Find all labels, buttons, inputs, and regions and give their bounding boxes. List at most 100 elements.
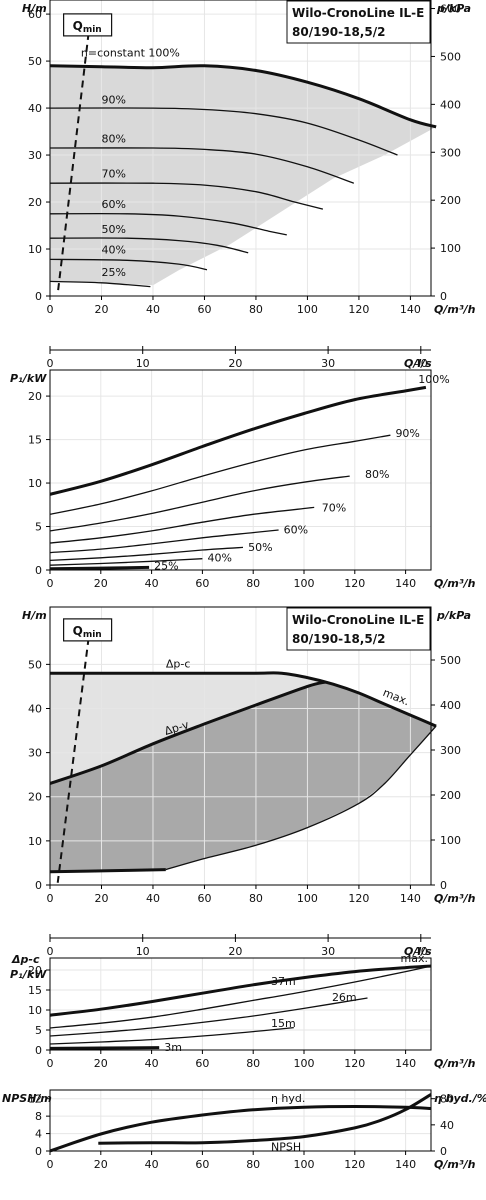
chart-hq-dp-subtitle: 80/190-18,5/2 (292, 632, 385, 646)
axis-ql-top-tick-label: 30 (321, 357, 335, 370)
chart-hq-speed-series-label: 60% (101, 198, 125, 211)
chart-p1-dp-tick-label-x: 20 (94, 1057, 108, 1070)
axis-ql-top-tick-label: 40 (414, 357, 428, 370)
chart-hq-dp-tick-label-x: 80 (249, 892, 263, 905)
chart-p1-speed-series-40 (49, 558, 203, 566)
chart-hq-dp-y2label: p/kPa (436, 609, 471, 622)
chart-hq-speed-series-label: n=constant 100% (81, 46, 180, 59)
chart-hq-dp-tick-label-y: 0 (35, 879, 42, 892)
axis-ql-bottom-tick-label: 10 (136, 945, 150, 958)
chart-p1-speed-tick-label-x: 120 (344, 577, 365, 590)
chart-p1-speed-ylabel: P₁/kW (10, 372, 47, 385)
chart-p1-dp-xlabel: Q/m³/h (434, 1057, 476, 1070)
chart-p1-dp-tick-label-x: 120 (344, 1057, 365, 1070)
chart-hq-speed-title: Wilo-CronoLine IL-E (292, 6, 424, 20)
chart-p1-dp-tick-label-y: 0 (35, 1044, 42, 1057)
chart-hq-dp-min-curve (49, 868, 166, 874)
chart-hq-speed-tick-label-y: 30 (28, 149, 42, 162)
chart-p1-speed-series-80 (49, 475, 350, 532)
chart-hq-dp-tick-label-y: 10 (28, 835, 42, 848)
chart-hq-speed-tick-label-x: 140 (400, 303, 421, 316)
chart-hq-dp-title-box (286, 607, 431, 651)
chart-hq-speed-series-label: 40% (101, 244, 125, 257)
chart-hq-dp-tick-label-y: 50 (28, 658, 42, 671)
axis-ql-top-xlabel: Q/l/s (404, 357, 432, 370)
chart-p1-dp-tick-label-y: 10 (28, 1004, 42, 1017)
chart-p1-dp-series-label: 37m (271, 975, 296, 988)
chart-hq-dp-tick-label-x: 40 (146, 892, 160, 905)
chart-p1-dp-tick-label-x: 0 (47, 1057, 54, 1070)
chart-p1-dp-series-label: max. (401, 952, 428, 965)
chart-npsh-eta-tick-label-x: 80 (246, 1158, 260, 1171)
chart-hq-dp-tick-label-y2: 400 (440, 699, 461, 712)
chart-hq-speed-series-50 (49, 237, 249, 254)
chart-p1-dp-tick-label-y: 15 (28, 984, 42, 997)
chart-p1-speed-tick-label-y: 15 (28, 434, 42, 447)
chart-hq-speed-series-label: 70% (101, 168, 125, 181)
chart-hq-speed-qmin-subscript: min (83, 25, 102, 35)
chart-hq-dp-tick-label-x: 0 (47, 892, 54, 905)
chart-hq-speed-qmin-line (56, 32, 90, 294)
chart-hq-speed-series-80 (49, 147, 355, 184)
chart-hq-speed-tick-label-x: 100 (297, 303, 318, 316)
axis-ql-top-tick-label: 20 (228, 357, 242, 370)
chart-p1-speed-xlabel: Q/m³/h (434, 577, 476, 590)
chart-p1-dp-tick-label-x: 140 (395, 1057, 416, 1070)
chart-hq-dp-title: Wilo-CronoLine IL-E (292, 613, 424, 627)
chart-hq-speed-tick-label-x: 40 (146, 303, 160, 316)
chart-hq-dp-tick-label-y: 30 (28, 747, 42, 760)
chart-hq-speed-tick-label-y: 0 (35, 290, 42, 303)
chart-p1-speed-series-label: 90% (395, 427, 419, 440)
chart-p1-dp-series-label: 15m (271, 1017, 296, 1030)
chart-hq-dp-tick-label-y2: 0 (440, 879, 447, 892)
chart-hq-speed-tick-label-y2: 0 (440, 290, 447, 303)
chart-p1-dp-ylabel2: P₁/kW (10, 968, 47, 981)
chart-p1-dp-series-max (49, 964, 432, 1017)
axis-ql-top-tick-label: 10 (136, 357, 150, 370)
chart-hq-dp-tick-label-y: 40 (28, 702, 42, 715)
chart-hq-dp-tick-label-y2: 300 (440, 744, 461, 757)
chart-p1-speed-series-label: 25% (154, 560, 178, 573)
chart-npsh-eta-tick-label-y2: 0 (440, 1145, 447, 1158)
chart-hq-dp-tick-label-y2: 200 (440, 789, 461, 802)
chart-hq-speed-series-label: 50% (101, 223, 125, 236)
chart-hq-speed-tick-label-y2: 100 (440, 242, 461, 255)
chart-hq-speed-xlabel: Q/m³/h (434, 303, 476, 316)
chart-hq-dp-dpv-right-edge (165, 725, 437, 871)
chart-p1-speed-series-label: 60% (284, 523, 308, 536)
chart-p1-speed-series-100 (49, 385, 427, 496)
chart-p1-speed-tick-label-x: 40 (145, 577, 159, 590)
chart-p1-speed-tick-label-y: 0 (35, 564, 42, 577)
chart-hq-speed-tick-label-y2: 600 (440, 3, 461, 16)
axis-ql-top-tick-label: 0 (47, 357, 54, 370)
chart-hq-speed-tick-label-y: 50 (28, 55, 42, 68)
chart-p1-speed-tick-label-x: 20 (94, 577, 108, 590)
axis-ql-bottom-tick-label: 30 (321, 945, 335, 958)
chart-hq-speed-tick-label-x: 0 (47, 303, 54, 316)
chart-hq-dp-tick-label-y: 20 (28, 791, 42, 804)
chart-p1-speed-tick-label-x: 140 (395, 577, 416, 590)
chart-p1-dp-series-26m (49, 997, 368, 1037)
axis-ql-bottom-tick-label: 0 (47, 945, 54, 958)
chart-hq-speed-series-label: 80% (101, 132, 125, 145)
chart-hq-speed-series-60 (49, 212, 287, 236)
chart-npsh-eta-tick-label-y: 12 (28, 1093, 42, 1106)
chart-hq-speed-qmin-box (63, 13, 113, 37)
axis-ql-bottom-tick-label: 20 (228, 945, 242, 958)
chart-p1-dp-ylabel: Δp-c (11, 953, 40, 966)
chart-hq-speed-tick-label-y2: 200 (440, 194, 461, 207)
chart-npsh-eta-tick-label-y2: 80 (440, 1093, 454, 1106)
chart-p1-dp-tick-label-y: 20 (28, 964, 42, 977)
chart-p1-speed-series-25 (49, 565, 150, 571)
chart-p1-speed-series-label: 40% (207, 551, 231, 564)
chart-hq-dp-tick-label-x: 100 (297, 892, 318, 905)
chart-npsh-eta-frame (49, 1089, 432, 1152)
chart-p1-speed-series-label: 50% (248, 541, 272, 554)
chart-npsh-eta-tick-label-y: 0 (35, 1145, 42, 1158)
chart-hq-speed-tick-label-x: 80 (249, 303, 263, 316)
chart-p1-speed-series-70 (49, 506, 315, 544)
chart-hq-dp-dpv-area (50, 682, 437, 872)
chart-p1-dp-series-37m (49, 965, 432, 1029)
chart-hq-speed-series-label: 25% (101, 266, 125, 279)
